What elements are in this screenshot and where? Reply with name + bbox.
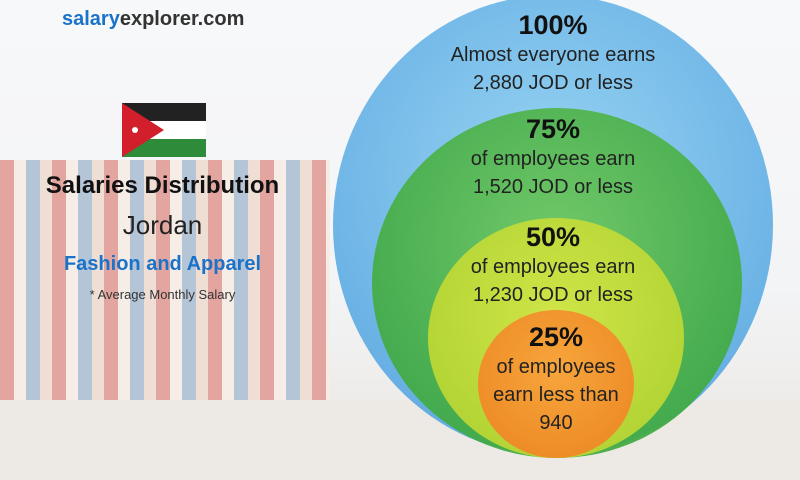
- level-50: 50% of employees earn 1,230 JOD or less: [470, 222, 636, 306]
- level-100: 100% Almost everyone earns 2,880 JOD or le…: [450, 10, 656, 94]
- level-25: 25% of employees earn less than 940: [493, 322, 619, 434]
- circle-25: [478, 310, 634, 458]
- site-logo[interactable]: salaryexplorer.com: [62, 8, 245, 30]
- country: Jordan: [122, 210, 203, 240]
- level-75: 75% of employees earn 1,520 JOD or less: [470, 114, 636, 198]
- sector: Fashion and Apparel: [63, 253, 262, 275]
- page-title: Salaries Distribution: [45, 172, 280, 199]
- note: * Average Monthly Salary: [89, 287, 236, 302]
- jordan-flag-icon: [122, 103, 206, 157]
